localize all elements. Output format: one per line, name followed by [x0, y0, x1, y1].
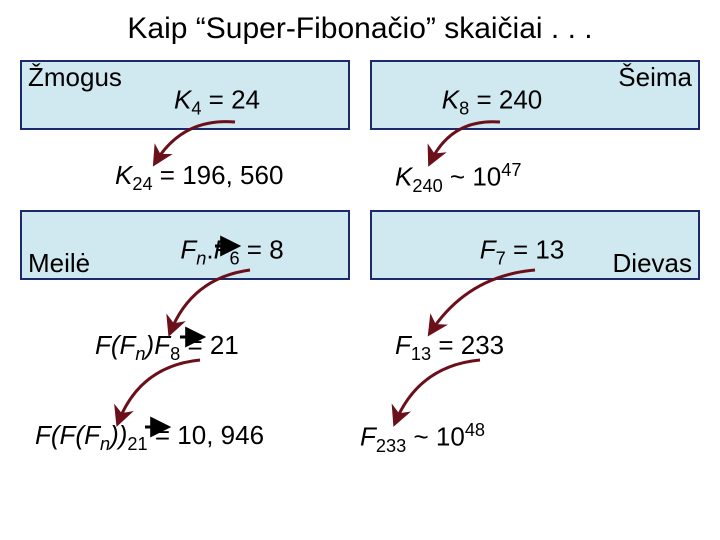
box-meile: Fn.F6 = 8	[20, 210, 350, 280]
box-zmogus: K4 = 24	[20, 60, 350, 130]
box-dievas: F7 = 13	[370, 210, 700, 280]
eq-F233: F233 ~ 1048	[360, 420, 485, 457]
eq-F7: F7 = 13	[480, 234, 565, 269]
eq-F8: F(Fn)F8 = 21	[95, 330, 239, 365]
eq-F6: Fn.F6 = 8	[180, 234, 283, 269]
eq-K8: K8 = 240	[442, 84, 542, 119]
box-seima: K8 = 240	[370, 60, 700, 130]
page-title: Kaip “Super-Fibonačio” skaičiai . . .	[0, 12, 720, 46]
eq-F21: F(F(Fn))21 = 10, 946	[35, 420, 264, 455]
curve-arrow	[118, 360, 200, 423]
eq-K4: K4 = 24	[174, 84, 260, 119]
curve-arrow	[395, 360, 480, 423]
eq-F13: F13 = 233	[395, 330, 504, 365]
eq-K240: K240 ~ 1047	[395, 160, 522, 197]
eq-K24: K24 = 196, 560	[115, 160, 283, 195]
